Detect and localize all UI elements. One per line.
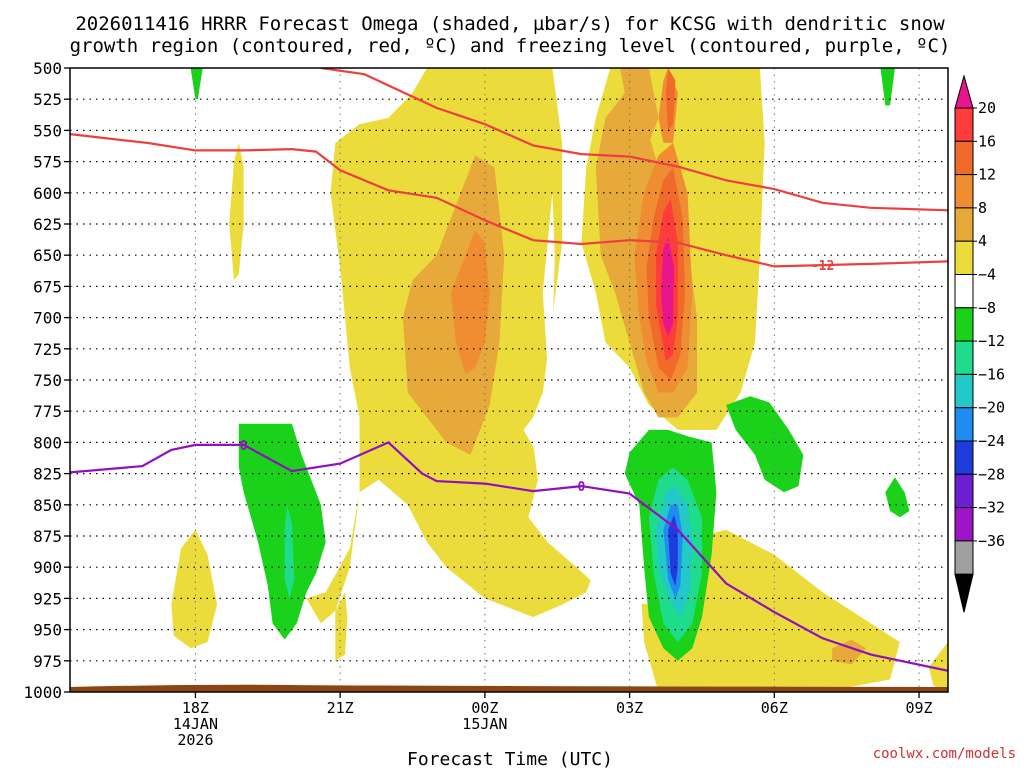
colorbar-label-6: −8	[978, 299, 996, 317]
colorbar-label-12: −32	[978, 499, 1005, 517]
y-tick-label-975: 975	[33, 652, 62, 671]
shaded-field: -12 0 0	[70, 68, 948, 692]
shade-weak-ascent-18z	[171, 529, 218, 649]
colorbar-segment-3	[954, 174, 974, 209]
shade-neutral-low	[528, 392, 654, 605]
shade-descent-right-small	[885, 477, 910, 518]
colorbar-cap-top	[954, 74, 974, 109]
shade-descent-top-right	[880, 68, 895, 106]
contour-label-freezing-2: 0	[577, 480, 585, 495]
colorbar-label-0: 20	[978, 99, 996, 117]
x-tick-label-0-0: 18Z	[182, 699, 209, 717]
contour-label-minus12: -12	[811, 259, 834, 274]
y-tick-label-725: 725	[33, 340, 62, 359]
shade-ascent-8-12-left	[451, 230, 490, 374]
y-tick-label-575: 575	[33, 153, 62, 172]
y-tick-label-775: 775	[33, 402, 62, 421]
shade-descent-top-left	[190, 68, 203, 100]
colorbar-segment-7	[954, 307, 974, 342]
colorbar-segment-14	[954, 540, 974, 575]
colorbar-label-2: 12	[978, 166, 996, 184]
y-tick-label-550: 550	[33, 121, 62, 140]
colorbar-label-1: 16	[978, 132, 996, 150]
x-tick-label-15-0: 09Z	[906, 699, 933, 717]
shade-ascent-4-8-top	[620, 68, 659, 143]
colorbar-segment-11	[954, 440, 974, 475]
shade-descent-main-20-24	[668, 514, 678, 586]
y-tick-label-625: 625	[33, 215, 62, 234]
colorbar-segment-9	[954, 373, 974, 409]
contour-dendritic-minus12	[70, 133, 948, 268]
x-tick-label-9-0: 03Z	[616, 699, 643, 717]
terrain-strip	[70, 684, 948, 692]
colorbar: 20 16 12 8 4 −4 −8 −12 −16 −20 −24 −28 −32 −36	[954, 74, 1005, 613]
y-tick-label-500: 500	[33, 59, 62, 78]
y-tick-label-600: 600	[33, 184, 62, 203]
y-tick-label-900: 900	[33, 558, 62, 577]
shade-weak-ascent-sliver	[229, 142, 244, 281]
colorbar-label-8: −16	[978, 365, 1005, 383]
credit-text: coolwx.com/models	[873, 746, 1016, 762]
shade-descent-left-core	[284, 504, 295, 599]
shade-ascent-12-16-top	[665, 68, 676, 131]
contour-freezing-level	[70, 441, 948, 672]
colorbar-segment-2	[954, 140, 974, 176]
x-tick-label-6-0: 00Z	[471, 699, 498, 717]
colorbar-label-4: 4	[978, 232, 987, 250]
colorbar-label-3: 8	[978, 199, 987, 217]
y-axis-ticks: 500 525 550 575 600 625 650 675 700 725 750 775 800 8…	[23, 59, 70, 702]
colorbar-segment-13	[954, 507, 974, 542]
colorbar-segment-5	[954, 240, 974, 275]
colorbar-segment-6	[954, 274, 974, 309]
shade-descent-left	[238, 423, 326, 640]
colorbar-label-9: −20	[978, 399, 1005, 417]
y-tick-label-850: 850	[33, 496, 62, 515]
y-tick-label-875: 875	[33, 527, 62, 546]
colorbar-segment-8	[954, 340, 974, 375]
colorbar-cap-bottom	[954, 573, 974, 613]
y-tick-label-950: 950	[33, 621, 62, 640]
y-tick-label-925: 925	[33, 589, 62, 608]
shade-ascent-4-8-low	[832, 639, 866, 665]
shade-weak-ascent-edge	[928, 642, 948, 692]
colorbar-label-10: −24	[978, 432, 1005, 450]
colorbar-segment-4	[954, 207, 974, 242]
x-tick-label-0-2: 2026	[177, 731, 213, 749]
y-tick-label-525: 525	[33, 90, 62, 109]
x-axis-label: Forecast Time (UTC)	[407, 749, 613, 768]
plot-area: -12 0 0	[69, 67, 949, 693]
colorbar-label-5: −4	[978, 266, 996, 284]
y-tick-label-1000: 1000	[23, 683, 62, 702]
shade-descent-right	[726, 396, 804, 493]
y-tick-label-800: 800	[33, 433, 62, 452]
chart-title-line-1: 2026011416 HRRR Forecast Omega (shaded, …	[75, 13, 945, 35]
y-tick-label-675: 675	[33, 277, 62, 296]
y-tick-label-650: 650	[33, 246, 62, 265]
colorbar-label-7: −12	[978, 332, 1005, 350]
colorbar-label-11: −28	[978, 465, 1005, 483]
contour-label-freezing-1: 0	[240, 439, 248, 454]
shade-neutral-gap	[542, 192, 555, 368]
y-tick-label-750: 750	[33, 371, 62, 390]
shade-weak-ascent-small	[335, 592, 348, 661]
colorbar-segment-12	[954, 473, 974, 509]
x-tick-label-12-0: 06Z	[761, 699, 788, 717]
y-tick-label-825: 825	[33, 465, 62, 484]
contour-dendritic-upper	[320, 68, 948, 212]
colorbar-segment-1	[954, 107, 974, 142]
x-tick-label-3-0: 21Z	[327, 699, 354, 717]
colorbar-label-13: −36	[978, 532, 1005, 550]
shade-ascent-over-20	[661, 236, 674, 337]
x-tick-label-6-1: 15JAN	[462, 715, 507, 733]
colorbar-segment-10	[954, 407, 974, 442]
x-tick-label-0-1: 14JAN	[173, 715, 218, 733]
chart-title-line-2: growth region (contoured, red, ºC) and f…	[70, 35, 951, 57]
y-tick-label-700: 700	[33, 309, 62, 328]
